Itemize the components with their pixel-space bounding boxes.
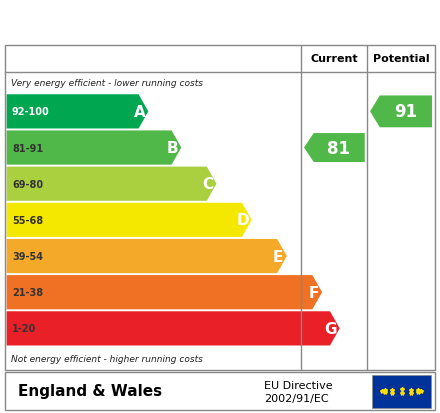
Polygon shape [370, 96, 432, 128]
Text: Current: Current [311, 54, 358, 64]
Polygon shape [304, 134, 365, 163]
Polygon shape [7, 167, 216, 201]
Text: EU Directive: EU Directive [264, 380, 333, 390]
Text: C: C [202, 177, 213, 192]
Bar [5, 372, 435, 411]
Polygon shape [7, 95, 148, 129]
Text: 21-38: 21-38 [12, 287, 43, 297]
Polygon shape [7, 311, 340, 346]
Text: Not energy efficient - higher running costs: Not energy efficient - higher running co… [11, 354, 203, 363]
Text: 2002/91/EC: 2002/91/EC [264, 393, 329, 403]
Text: F: F [308, 285, 319, 300]
Text: E: E [273, 249, 283, 264]
Text: 91: 91 [394, 103, 417, 121]
Text: Energy Efficiency Rating: Energy Efficiency Rating [11, 13, 299, 33]
Text: 81: 81 [327, 139, 350, 157]
Text: 69-80: 69-80 [12, 179, 43, 189]
Polygon shape [7, 275, 322, 310]
Text: G: G [325, 321, 337, 336]
Text: 1-20: 1-20 [12, 324, 36, 334]
Text: 55-68: 55-68 [12, 215, 43, 225]
Bar [372, 375, 431, 408]
Text: D: D [237, 213, 249, 228]
Text: Very energy efficient - lower running costs: Very energy efficient - lower running co… [11, 78, 203, 88]
Text: 39-54: 39-54 [12, 252, 43, 261]
Polygon shape [7, 131, 181, 165]
Polygon shape [7, 203, 252, 237]
Text: England & Wales: England & Wales [18, 383, 162, 398]
Text: B: B [167, 141, 178, 156]
Polygon shape [7, 240, 287, 273]
Text: Potential: Potential [373, 54, 429, 64]
Text: 81-91: 81-91 [12, 143, 43, 153]
Text: A: A [134, 104, 146, 120]
Text: 92-100: 92-100 [12, 107, 50, 117]
